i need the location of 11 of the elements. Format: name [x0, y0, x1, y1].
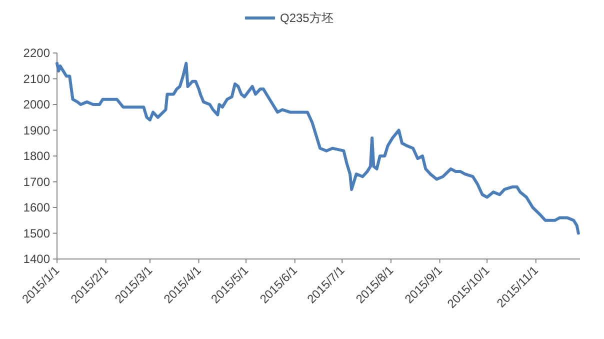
- y-tick-label: 1900: [23, 123, 50, 138]
- y-tick-label: 1500: [23, 226, 50, 240]
- y-tick-label: 2100: [23, 72, 50, 86]
- y-tick-label: 1400: [23, 252, 50, 266]
- y-tick-label: 1700: [23, 174, 50, 189]
- y-tick-label: 2000: [23, 98, 50, 112]
- legend-label: Q235方坯: [280, 11, 334, 25]
- line-series: [56, 62, 580, 235]
- y-tick-label: 1800: [23, 149, 50, 163]
- y-tick-label: 1600: [23, 200, 50, 214]
- y-tick-label: 2200: [23, 46, 50, 60]
